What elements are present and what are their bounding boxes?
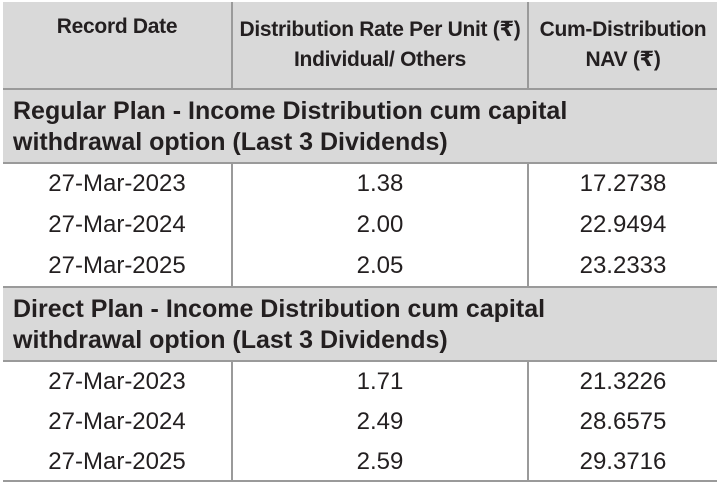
rate-cell: 1.71 — [356, 368, 404, 395]
record-date-cell: 27-Mar-2025 — [48, 252, 186, 279]
section-regular-plan-title: Regular Plan - Income Distribution cum c… — [3, 90, 717, 162]
column-divider — [527, 362, 529, 480]
section-title-line2: withdrawal option (Last 3 Dividends) — [13, 326, 448, 354]
rate-cell: 1.38 — [356, 170, 404, 197]
table-header: Record Date Distribution Rate Per Unit (… — [3, 2, 717, 88]
section-direct-plan-title: Direct Plan - Income Distribution cum ca… — [3, 288, 717, 360]
rate-cell: 2.00 — [356, 211, 404, 238]
section-title-line1: Regular Plan - Income Distribution cum c… — [13, 97, 568, 125]
record-date-cell: 27-Mar-2023 — [48, 368, 186, 395]
record-date-cell: 27-Mar-2024 — [48, 211, 186, 238]
table-row: 27-Mar-2025 2.59 29.3716 — [3, 442, 717, 482]
table-row: 27-Mar-2023 1.38 17.2738 — [3, 164, 717, 204]
column-divider — [527, 164, 529, 286]
header-nav-line1: Cum-Distribution — [539, 18, 707, 41]
record-date-cell: 27-Mar-2025 — [48, 448, 186, 475]
column-divider — [231, 164, 233, 286]
rate-cell: 2.49 — [356, 408, 404, 435]
nav-cell: 29.3716 — [579, 448, 667, 475]
header-record-date-label: Record Date — [56, 15, 178, 38]
record-date-cell: 27-Mar-2023 — [48, 170, 186, 197]
rate-cell: 2.59 — [356, 448, 404, 475]
record-date-cell: 27-Mar-2024 — [48, 408, 186, 435]
divider — [3, 88, 717, 90]
divider — [3, 360, 717, 362]
table-row: 27-Mar-2023 1.71 21.3226 — [3, 362, 717, 402]
header-rate-line1: Distribution Rate Per Unit (₹) — [239, 18, 521, 41]
section-title-line2: withdrawal option (Last 3 Dividends) — [13, 128, 448, 156]
header-nav-line2: NAV (₹) — [585, 48, 661, 71]
divider — [3, 286, 717, 288]
bottom-border — [3, 480, 717, 482]
dividend-table: Record Date Distribution Rate Per Unit (… — [3, 2, 717, 482]
header-record-date: Record Date — [3, 2, 231, 88]
nav-cell: 22.9494 — [579, 211, 667, 238]
table-row: 27-Mar-2024 2.49 28.6575 — [3, 402, 717, 442]
nav-cell: 23.2333 — [579, 252, 667, 279]
rate-cell: 2.05 — [356, 252, 404, 279]
header-rate-line2: Individual/ Others — [294, 48, 466, 71]
table-row: 27-Mar-2024 2.00 22.9494 — [3, 205, 717, 245]
divider — [3, 162, 717, 164]
column-divider — [231, 362, 233, 480]
nav-cell: 21.3226 — [579, 368, 667, 395]
header-distribution-rate: Distribution Rate Per Unit (₹) Individua… — [232, 2, 528, 88]
nav-cell: 17.2738 — [579, 170, 667, 197]
column-divider — [527, 2, 529, 88]
nav-cell: 28.6575 — [579, 408, 667, 435]
column-divider — [231, 2, 233, 88]
table-row: 27-Mar-2025 2.05 23.2333 — [3, 246, 717, 286]
section-title-line1: Direct Plan - Income Distribution cum ca… — [13, 295, 546, 323]
header-cum-distribution-nav: Cum-Distribution NAV (₹) — [529, 2, 717, 88]
